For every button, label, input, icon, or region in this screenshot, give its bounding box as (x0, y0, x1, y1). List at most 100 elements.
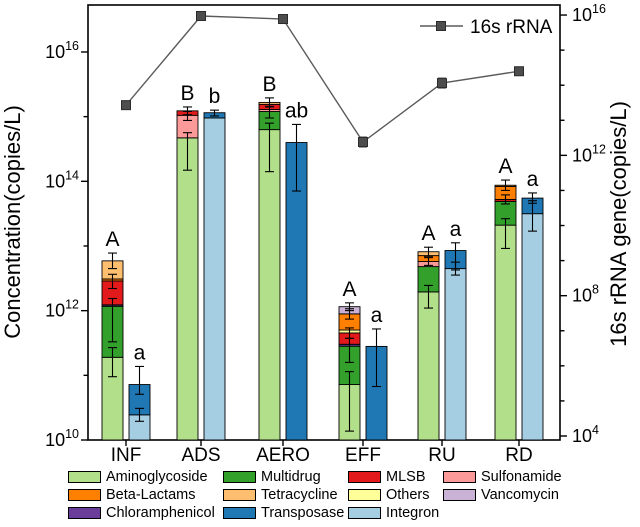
legend-item-beta-lactams: Beta-Lactams (68, 488, 195, 502)
axis-tick-label: 108 (572, 283, 599, 306)
legend-swatch-vancomycin (443, 489, 476, 501)
error-bar (424, 257, 433, 266)
axis-tick-label: 104 (572, 423, 599, 446)
segment-Integron (203, 117, 226, 441)
x-axis: INF ADS AERO EFF RU RD (111, 440, 533, 466)
line-marker (278, 14, 288, 25)
legend-swatch-integron (348, 507, 381, 519)
error-bar (501, 218, 510, 249)
arg-bar-AERO: B (258, 73, 281, 441)
significance-letter: A (342, 278, 356, 301)
error-bar (451, 242, 460, 271)
legend-item-vancomycin: Vancomycin (443, 488, 559, 502)
line-series-16s-rrna (121, 10, 524, 148)
segment-Aminoglycoside (176, 137, 199, 441)
legend-item-transposase: Transposase (223, 506, 344, 520)
legend-label: Transposase (261, 505, 345, 521)
error-bar (135, 407, 144, 422)
legend-label: Vancomycin (481, 487, 559, 503)
legend-label: MLSB (386, 469, 426, 485)
error-bar (292, 123, 301, 192)
error-bar (345, 327, 354, 339)
legend-swatch-multidrug (223, 471, 256, 483)
legend-item-chloramphenicol: Chloramphenicol (68, 506, 215, 520)
inline-legend-16s-rrna: 16s rRNA (420, 17, 553, 38)
legend-label: Aminoglycoside (106, 469, 208, 485)
x-category-label: RD (505, 445, 532, 466)
significance-letter: A (105, 228, 119, 251)
error-bar (108, 297, 117, 343)
legend-swatch-mlsb (348, 471, 381, 483)
legend-swatch-sulfonamide (443, 471, 476, 483)
line-marker (358, 137, 368, 148)
right-axis: 104 108 1012 1016 (560, 2, 606, 446)
legend-item-aminoglycoside: Aminoglycoside (68, 470, 208, 484)
legend-swatch-chloramphenicol (68, 507, 101, 519)
legend-label: Chloramphenicol (106, 505, 215, 521)
error-bar (183, 132, 192, 171)
left-axis: 1010 1012 1014 1016 (45, 39, 88, 450)
error-bar (372, 328, 381, 388)
legend-swatch-aminoglycoside (68, 471, 101, 483)
axis-tick-label: 1016 (45, 39, 79, 62)
legend-label: Others (386, 487, 430, 503)
significance-letter: a (134, 341, 146, 364)
legend-item-multidrug: Multidrug (223, 470, 321, 484)
arg-bar-INF: A (101, 228, 124, 441)
legend-label: Integron (386, 505, 440, 521)
axis-tick-label: 1012 (45, 298, 79, 321)
error-bar (108, 273, 117, 290)
legend-swatch-beta-lactams (68, 489, 101, 501)
legend-label: Tetracycline (261, 487, 338, 503)
x-category-label: EFF (345, 445, 381, 466)
axis-tick-label: 1010 (45, 427, 79, 450)
x-category-label: ADS (181, 445, 220, 466)
significance-letter: B (180, 82, 194, 105)
axis-tick-label: 1016 (572, 2, 606, 25)
x-category-label: AERO (256, 445, 310, 466)
error-bar (108, 347, 117, 378)
arg-bar-RD: A (494, 155, 517, 441)
error-bar (424, 284, 433, 309)
legend-item-integron: Integron (348, 506, 439, 520)
error-bar (265, 122, 274, 173)
segment-Integron (521, 213, 544, 441)
error-bar (528, 192, 537, 204)
error-bar (424, 246, 433, 257)
error-bar (345, 371, 354, 432)
significance-letter: a (527, 168, 539, 191)
legend-item-tetracycline: Tetracycline (223, 488, 338, 502)
arg-bar-EFF: A (338, 278, 361, 441)
legend-label: Beta-Lactams (106, 487, 196, 503)
significance-letter: a (371, 304, 383, 327)
plot-area (87, 4, 561, 441)
arg-bar-RU: A (417, 222, 440, 441)
error-bar (501, 179, 510, 191)
line-marker (121, 100, 131, 111)
mge-bar-EFF: a (365, 304, 388, 441)
significance-letter: ab (285, 99, 308, 122)
legend-item-mlsb: MLSB (348, 470, 426, 484)
legend-swatch-transposase (223, 507, 256, 519)
error-bar (183, 106, 192, 116)
x-category-label: RU (428, 445, 455, 466)
significance-letter: A (421, 222, 435, 245)
line-marker (437, 78, 447, 89)
legend-item-sulfonamide: Sulfonamide (443, 470, 562, 484)
mge-bar-AERO: ab (285, 99, 308, 441)
error-bar (265, 97, 274, 108)
legend-swatch-tetracycline (223, 489, 256, 501)
line-marker (514, 66, 524, 77)
left-axis-title: Concentration(copies/L) (0, 105, 25, 339)
line-path (125, 15, 520, 144)
significance-letter: b (209, 85, 221, 108)
axis-tick-label: 1014 (45, 168, 79, 191)
error-bar (108, 252, 117, 270)
x-category-label: INF (111, 445, 142, 466)
legend-label: Multidrug (261, 469, 321, 485)
inline-legend-label: 16s rRNA (470, 17, 553, 38)
significance-letter: B (262, 73, 276, 96)
segment-Aminoglycoside (417, 291, 440, 441)
error-bar (501, 194, 510, 205)
